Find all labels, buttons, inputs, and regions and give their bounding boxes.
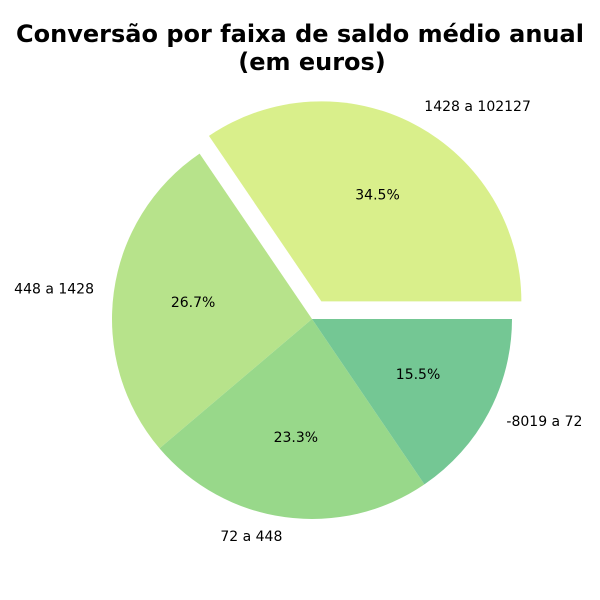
pie-slice-3 bbox=[312, 319, 512, 485]
pie-percent-label-2: 23.3% bbox=[274, 430, 318, 446]
pie-slice-2 bbox=[159, 319, 425, 519]
pie-category-label-1: 448 a 1428 bbox=[14, 281, 94, 297]
pie-slices bbox=[111, 101, 522, 519]
pie-category-label-0: 1428 a 102127 bbox=[424, 99, 531, 115]
chart-title-line-2: (em euros) bbox=[238, 48, 386, 76]
pie-percent-label-1: 26.7% bbox=[171, 295, 215, 311]
pie-category-label-2: 72 a 448 bbox=[220, 529, 282, 545]
chart-title-line-1: Conversão por faixa de saldo médio anual bbox=[16, 20, 584, 48]
pie-slice-0 bbox=[208, 101, 522, 302]
pie-labels: 34.5% 1428 a 102127 26.7% 448 a 1428 23.3% 72… bbox=[14, 99, 582, 545]
pie-percent-label-0: 34.5% bbox=[355, 187, 399, 203]
pie-slice-1 bbox=[111, 153, 312, 449]
pie-category-label-3: -8019 a 72 bbox=[506, 414, 582, 430]
pie-percent-label-3: 15.5% bbox=[396, 367, 440, 383]
